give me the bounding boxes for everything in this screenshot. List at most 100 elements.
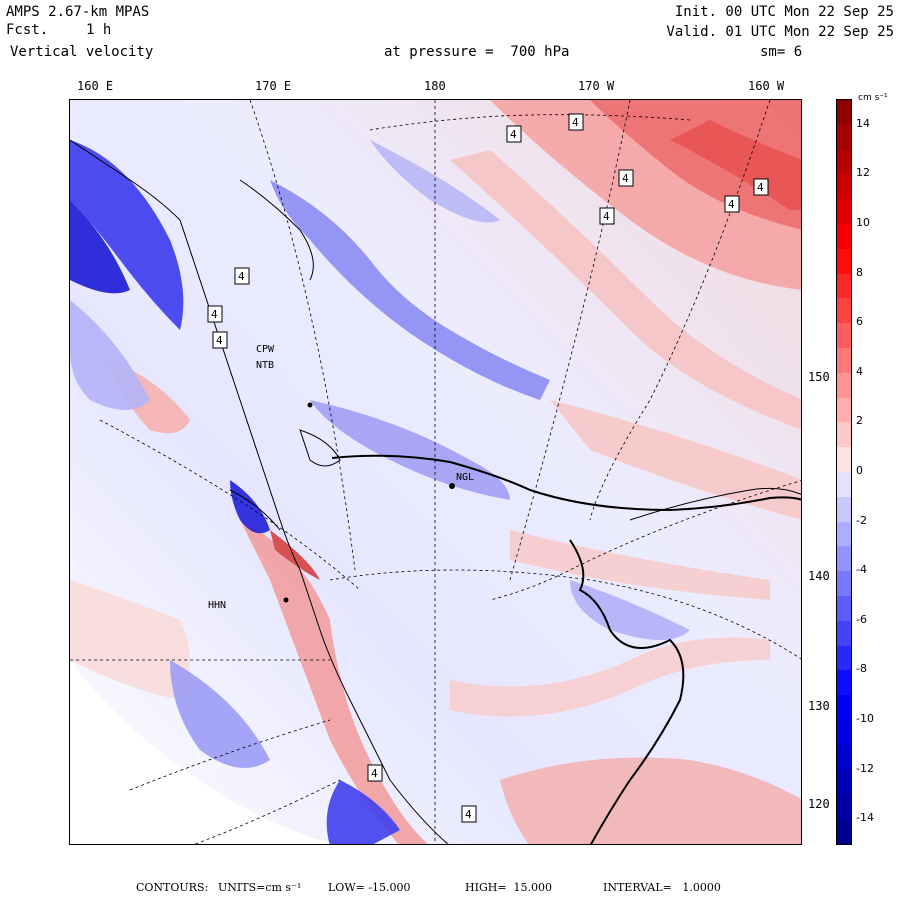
colorbar-segment: [837, 273, 851, 299]
station-label-ntb: NTB: [256, 360, 275, 371]
colorbar-segment: [837, 521, 851, 547]
model-title: AMPS 2.67-km MPAS: [6, 4, 150, 20]
colorbar-segment: [837, 447, 851, 473]
svg-text:4: 4: [465, 808, 472, 821]
colorbar-tick-label: -8: [856, 662, 867, 676]
colorbar-segment: [837, 596, 851, 622]
lon-label-160e: 160 E: [77, 79, 114, 93]
colorbar-segment: [837, 124, 851, 151]
colorbar-tick-label: 10: [856, 216, 870, 229]
svg-text:4: 4: [728, 198, 735, 211]
contour-box: 4: [207, 305, 223, 323]
svg-text:4: 4: [371, 767, 378, 780]
contour-box: 4: [753, 178, 769, 196]
svg-text:4: 4: [211, 308, 218, 321]
station-ngl-marker: [449, 483, 455, 489]
contour-box: 4: [599, 207, 615, 225]
colorbar-segment: [837, 744, 851, 771]
station-label-hhn: HHN: [208, 600, 227, 611]
svg-text:4: 4: [510, 128, 517, 141]
colorbar-tick-label: -6: [856, 612, 867, 626]
colorbar-segment: [837, 397, 851, 423]
colorbar-tick-label: 8: [856, 265, 863, 279]
no-data-region: [70, 660, 338, 844]
footer-interval: INTERVAL= 1.0000: [603, 881, 721, 894]
colorbar-tick-label: 12: [856, 166, 870, 180]
colorbar-tick-label: 0: [856, 464, 863, 477]
colorbar-segment: [837, 348, 851, 374]
pressure-level: at pressure = 700 hPa: [384, 44, 570, 60]
contour-box: 4: [724, 195, 740, 213]
graticule: [70, 100, 801, 844]
contour-box: 4: [506, 125, 522, 143]
svg-text:4: 4: [572, 116, 579, 129]
colorbar-tick-label: 6: [856, 315, 863, 329]
station-markers: [283, 402, 455, 603]
forecast-value: 1 h: [86, 22, 112, 38]
colorbar-segment: [837, 670, 851, 696]
svg-text:4: 4: [603, 210, 610, 223]
colorbar-segment: [837, 199, 851, 225]
contour-box: 4: [234, 267, 250, 285]
init-time: Init. 00 UTC Mon 22 Sep 25: [674, 4, 894, 20]
contour-box: 4: [367, 764, 383, 782]
colorbar-unit: cm s⁻¹: [858, 93, 888, 103]
variable-title: Vertical velocity: [10, 44, 154, 60]
station-label-cpw: CPW: [256, 344, 275, 355]
colorbar-tick-label: -12: [856, 761, 874, 775]
colorbar-tick-label: 4: [856, 364, 863, 378]
colorbar-segment: [837, 149, 851, 175]
colorbar-segment: [837, 620, 851, 647]
colorbar-segment: [837, 695, 851, 721]
forecast-label: Fcst.: [6, 22, 49, 38]
lon-label-170w: 170 W: [578, 79, 615, 93]
colorbar-segment: [837, 323, 851, 349]
footer-low: LOW= -15.000: [328, 881, 411, 894]
svg-text:4: 4: [622, 172, 629, 185]
colorbar-segment: [837, 794, 851, 820]
colorbar-segment: [837, 174, 851, 200]
colorbar-tick-label: -10: [856, 712, 874, 725]
valid-time: Valid. 01 UTC Mon 22 Sep 25: [666, 24, 894, 40]
colorbar-segment: [837, 720, 851, 746]
colorbar-segment: [837, 496, 851, 523]
ice-shelf-edge: [331, 454, 801, 512]
colorbar-segment: [837, 224, 851, 250]
station-marker: [307, 402, 313, 408]
colorbar-segment: [837, 571, 851, 597]
lon-label-170e: 170 E: [255, 79, 292, 93]
footer-contours-label: CONTOURS:: [136, 881, 209, 894]
station-marker: [283, 597, 289, 603]
colorbar-segment: [837, 645, 851, 671]
colorbar-tick-label: -14: [856, 811, 874, 825]
colorbar-tick-label: -4: [856, 563, 867, 577]
colorbar-segment: [837, 422, 851, 448]
station-label-ngl: NGL: [456, 472, 475, 483]
footer-high: HIGH= 15.000: [465, 881, 553, 894]
colorbar-segment: [837, 819, 851, 845]
lon-label-120w: 120 W: [808, 797, 845, 811]
colorbar-segment: [837, 769, 851, 795]
lon-label-150w: 150 W: [808, 370, 845, 384]
colorbar-segment: [837, 248, 851, 275]
svg-text:4: 4: [216, 334, 223, 347]
colorbar-segment: [837, 546, 851, 572]
footer-units: UNITS=cm s⁻¹: [218, 881, 302, 894]
smoothing: sm= 6: [760, 44, 803, 60]
contour-box: 4: [618, 169, 634, 187]
colorbar-segment: [837, 100, 851, 126]
colorbar-segment: [837, 298, 851, 324]
colorbar-segment: [837, 472, 851, 498]
svg-text:4: 4: [238, 270, 245, 283]
colorbar-segment: [837, 372, 851, 399]
contour-box: 4: [461, 805, 477, 823]
colorbar-tick-label: -2: [856, 513, 867, 527]
svg-text:4: 4: [757, 181, 764, 194]
grounding-line: [569, 539, 685, 844]
colorbar-tick-label: 2: [856, 414, 863, 428]
colorbar-tick-label: 14: [856, 116, 870, 130]
colorbar: [836, 99, 852, 845]
lon-label-140w: 140 W: [808, 569, 845, 583]
contour-box: 4: [212, 331, 228, 349]
vertical-velocity-map: 4 4 4 4 4 4 4 4 4 4 4 CPW NTB NGL HHN: [69, 99, 802, 845]
